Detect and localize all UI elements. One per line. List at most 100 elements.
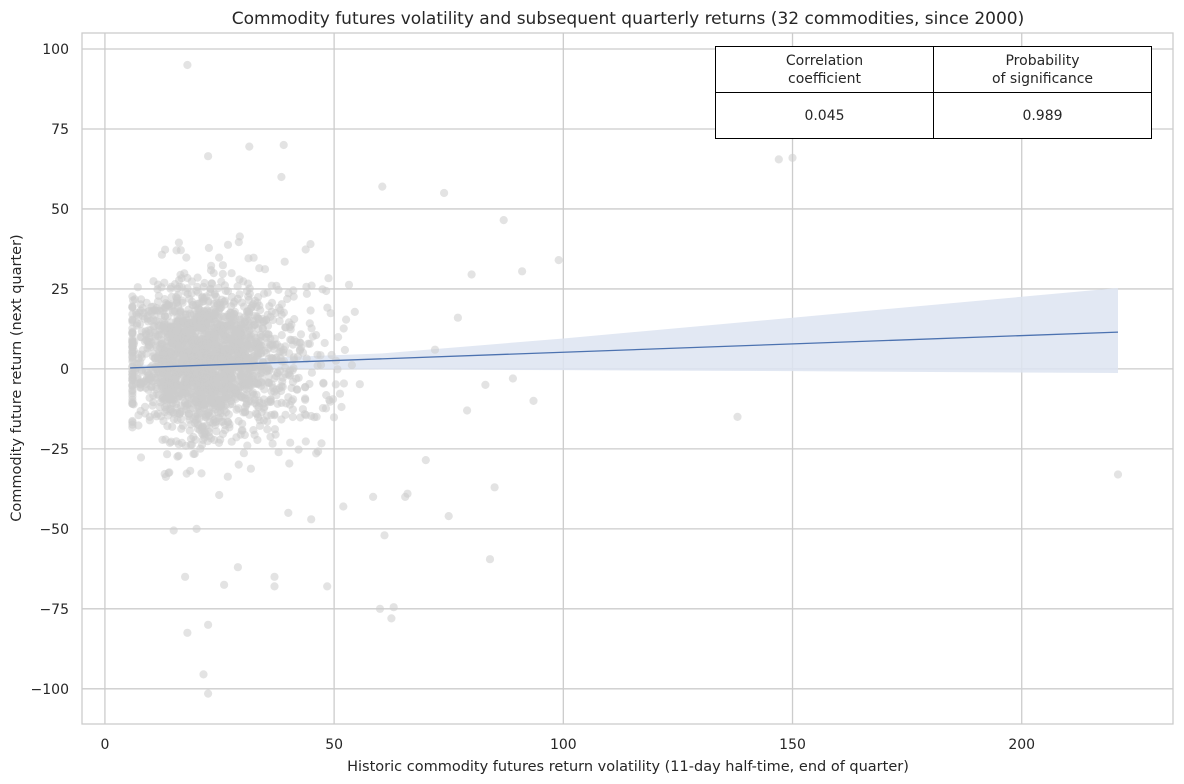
scatter-point [217,277,226,286]
scatter-point [173,294,182,303]
scatter-point [161,365,170,374]
scatter-point [250,361,259,370]
scatter-point [518,267,527,276]
scatter-point [294,445,303,454]
y-tick-label: 50 [51,202,69,218]
scatter-point [253,349,262,358]
scatter-point [229,339,239,348]
scatter-point [189,432,198,442]
scatter-point [204,152,213,161]
scatter-point [218,261,227,270]
scatter-point [248,301,257,310]
scatter-point [331,380,340,389]
scatter-point [339,324,348,333]
scatter-point [263,378,272,387]
significance-header: Probability of significance [933,46,1152,93]
scatter-point [265,302,274,311]
scatter-point [508,374,517,383]
scatter-point [134,350,143,359]
scatter-point [268,439,277,448]
stats-table: Correlation coefficient Probability of s… [715,46,1152,139]
scatter-point [324,274,333,283]
scatter-point [733,412,742,421]
scatter-point [467,270,476,279]
scatter-point [197,425,206,434]
scatter-point [235,330,244,339]
scatter-point [302,282,311,291]
scatter-point [222,326,231,335]
scatter-point [206,284,215,293]
scatter-point [183,366,192,375]
scatter-point [182,339,191,348]
plot-frame [81,32,1174,725]
scatter-point [137,295,146,304]
scatter-point [380,531,389,540]
scatter-point [278,382,287,391]
scatter-point [221,286,230,295]
scatter-point [192,369,202,378]
scatter-point [183,382,192,391]
scatter-point [238,426,247,435]
scatter-point [200,389,209,398]
scatter-point [275,317,284,326]
scatter-point [245,142,254,151]
scatter-point [499,216,508,225]
scatter-point [128,420,137,429]
scatter-point [421,456,430,465]
scatter-point [175,276,184,285]
scatter-point [279,357,289,366]
x-tick-label: 150 [779,737,806,753]
scatter-point [229,299,238,308]
scatter-point [233,282,242,291]
scatter-point [322,391,331,400]
scatter-point [238,323,247,332]
scatter-point [263,288,272,297]
scatter-point [403,489,412,498]
scatter-point [244,279,253,288]
scatter-point [199,282,208,291]
scatter-point [145,333,154,342]
scatter-point [128,324,137,333]
scatter-point [788,153,797,162]
y-axis-label: Commodity future return (next quarter) [9,234,25,521]
scatter-point [235,275,244,284]
scatter-point [129,296,138,305]
scatter-point [194,305,203,314]
scatter-point [234,404,243,413]
scatter-point [221,345,230,354]
scatter-point [167,380,176,389]
scatter-point [189,449,198,459]
scatter-point [296,413,305,422]
y-tick-label: −50 [39,522,69,538]
scatter-point [529,396,538,405]
scatter-point [128,362,137,371]
scatter-point [204,689,213,698]
scatter-point [158,355,167,364]
scatter-point [285,371,294,380]
scatter-point [173,452,182,461]
scatter-point [305,339,314,348]
scatter-point [183,289,192,299]
scatter-point [295,345,305,354]
scatter-point [440,188,449,198]
scatter-point [268,315,278,325]
scatter-point [205,427,214,436]
scatter-point [312,412,321,421]
scatter-point [326,309,335,318]
scatter-point [463,406,472,415]
x-tick-label: 50 [325,737,343,753]
scatter-point [334,333,343,342]
scatter-point [301,437,310,446]
scatter-point [163,422,172,431]
scatter-point [149,398,158,407]
chart-title: Commodity futures volatility and subsequ… [232,9,1024,29]
scatter-point [177,407,187,416]
stats-table-header-row: Correlation coefficient Probability of s… [715,46,1152,93]
x-tick-label: 200 [1008,737,1035,753]
scatter-point [281,410,290,419]
scatter-point [152,330,161,339]
y-tick-label: −100 [31,682,69,698]
scatter-point [189,357,198,366]
scatter-point [430,345,440,354]
